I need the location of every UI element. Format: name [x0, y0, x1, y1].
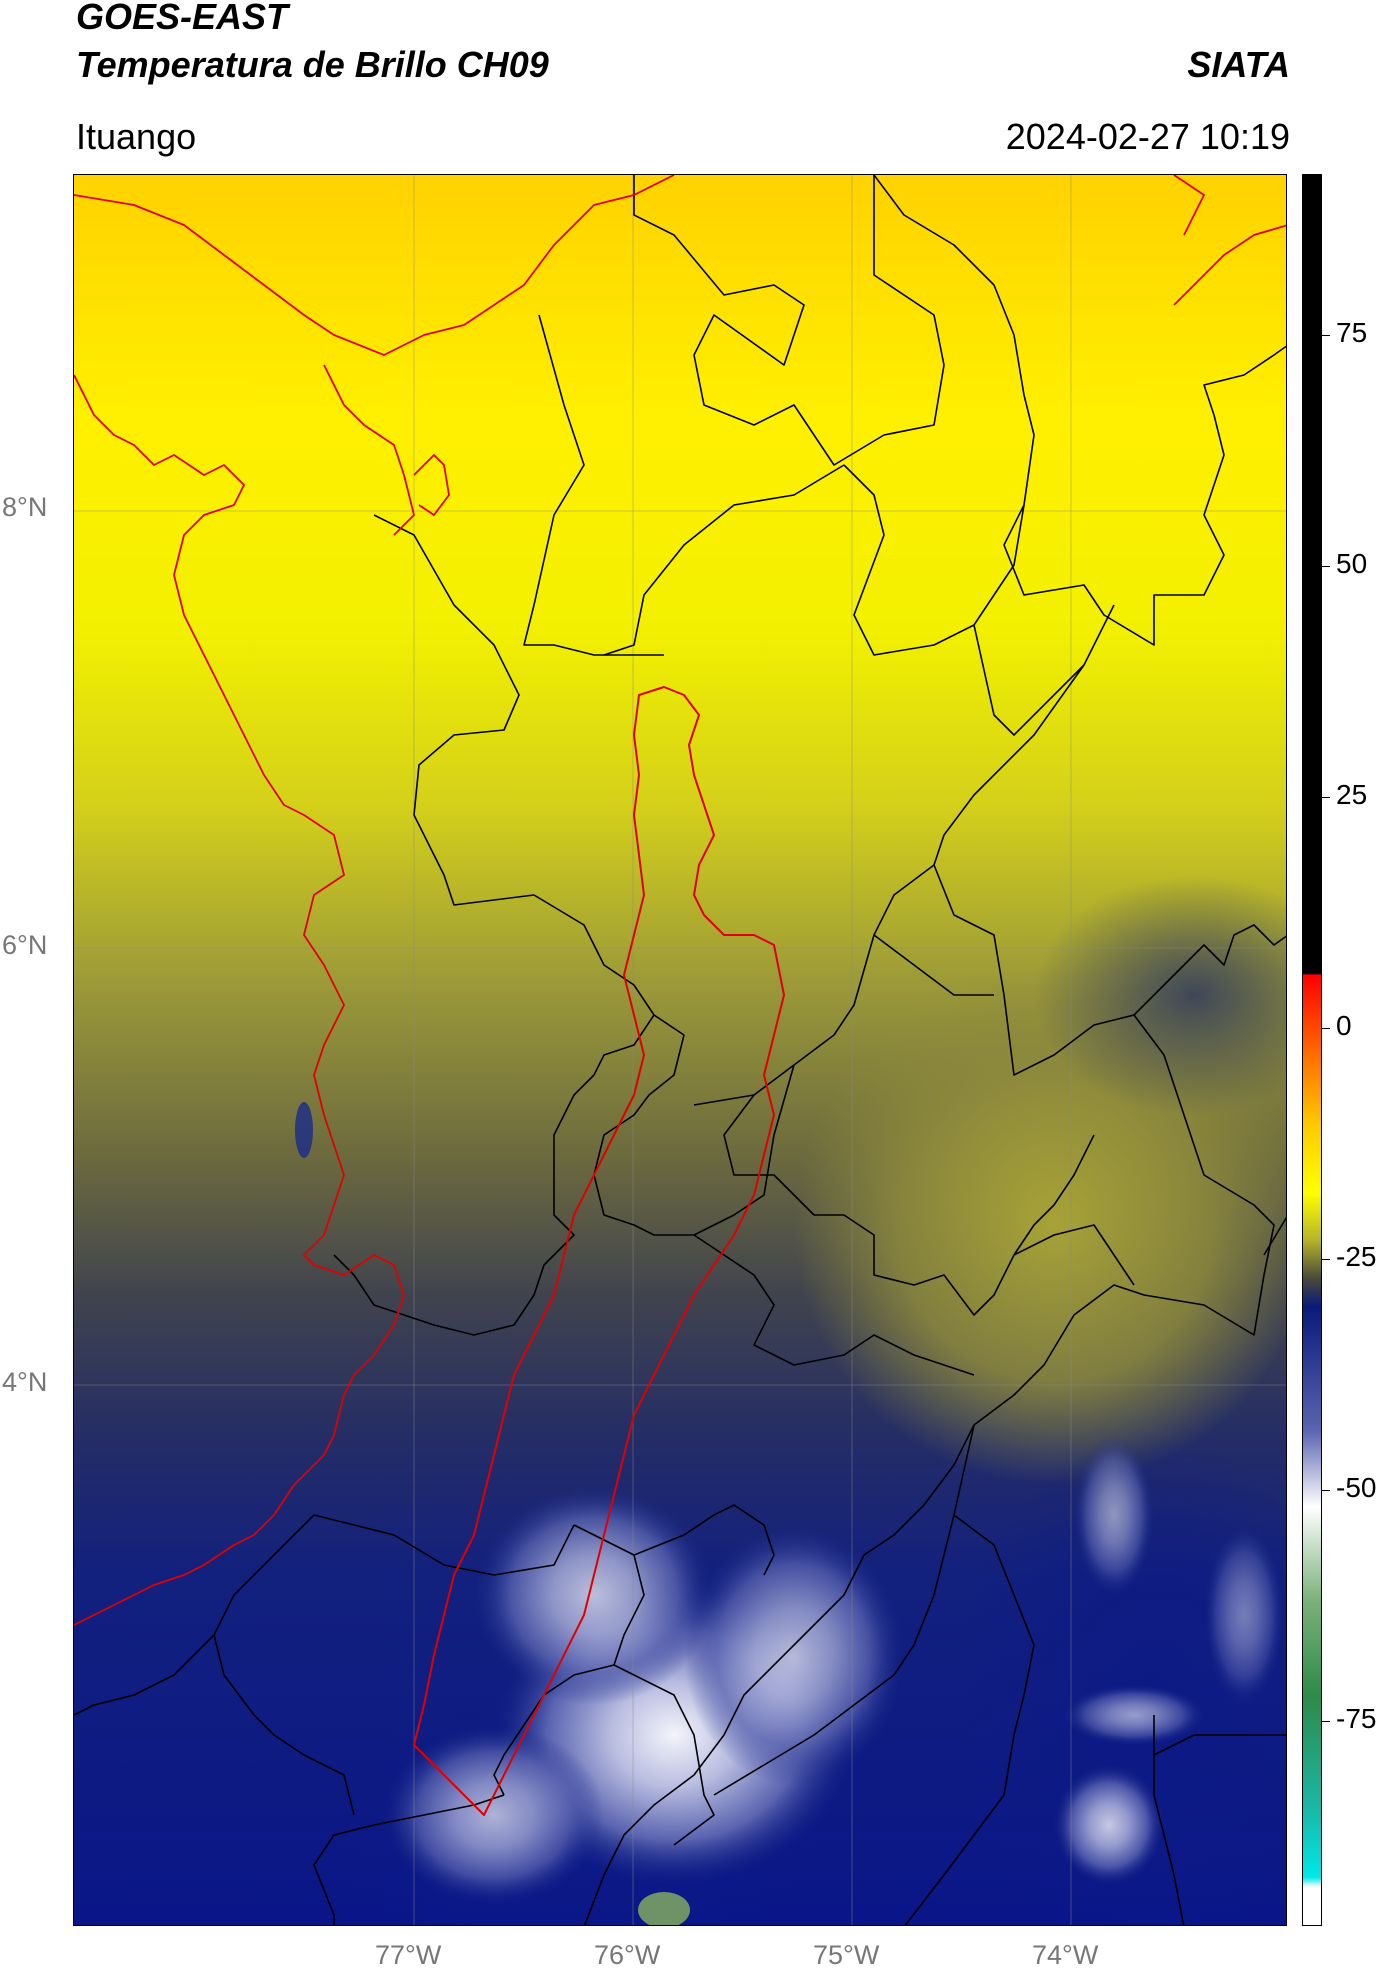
- green-spot: [638, 1892, 690, 1925]
- title-product: Temperatura de Brillo CH09: [76, 44, 549, 85]
- datetime-label: 2024-02-27 10:19: [1005, 116, 1290, 157]
- lon-label-76w: 76°W: [594, 1940, 661, 1970]
- colorbar-tick: [1322, 1028, 1330, 1029]
- brightness-temperature-map: [73, 174, 1287, 1926]
- colorbar-tick: [1322, 335, 1330, 336]
- institution-label: SIATA: [1187, 44, 1290, 85]
- lat-label-8n: 8°N: [2, 492, 48, 522]
- colorbar-label-25: 25: [1336, 779, 1368, 810]
- graticule: [74, 175, 1286, 1925]
- colorbar-label-75: 75: [1336, 317, 1368, 348]
- cold-cloud-core-8: [1204, 1525, 1284, 1705]
- lon-label-74w: 74°W: [1032, 1940, 1099, 1970]
- cold-streak-west: [295, 1102, 313, 1158]
- colorbar-label-minus75: -75: [1336, 1703, 1377, 1734]
- colorbar-label-0: 0: [1336, 1010, 1352, 1041]
- colorbar-tick: [1322, 566, 1330, 567]
- title-satellite: GOES-EAST: [76, 0, 289, 37]
- colorbar-tick: [1322, 1721, 1330, 1722]
- lat-label-4n: 4°N: [2, 1367, 48, 1397]
- lon-label-77w: 77°W: [375, 1940, 442, 1970]
- colorbar-label-50: 50: [1336, 548, 1368, 579]
- lat-label-6n: 6°N: [2, 930, 48, 960]
- cold-cloud-core-3: [684, 1525, 904, 1785]
- colorbar-tick: [1322, 797, 1330, 798]
- cold-cloud-core-2: [474, 1485, 714, 1705]
- cold-cloud-southeast: [954, 1435, 1286, 1925]
- colorbar-tick: [1322, 1490, 1330, 1491]
- colorbar-tick: [1322, 1259, 1330, 1260]
- colorbar: [1302, 174, 1322, 1926]
- lon-label-75w: 75°W: [813, 1940, 880, 1970]
- region-label: Ituango: [76, 116, 197, 157]
- cold-cloud-core-7: [1074, 1435, 1154, 1595]
- cool-region-northeast: [1034, 875, 1286, 1115]
- colorbar-label-minus25: -25: [1336, 1241, 1377, 1272]
- ituango-basin-outline: [413, 686, 785, 1816]
- department-boundaries: [74, 175, 1286, 1925]
- cold-cloud-core-6: [1064, 1685, 1204, 1745]
- coastline: [74, 175, 1286, 1626]
- cold-cloud-core-5: [1054, 1765, 1164, 1885]
- colorbar-label-minus50: -50: [1336, 1472, 1377, 1503]
- cold-cloud-core-4: [384, 1725, 604, 1905]
- map-canvas: [74, 175, 1286, 1925]
